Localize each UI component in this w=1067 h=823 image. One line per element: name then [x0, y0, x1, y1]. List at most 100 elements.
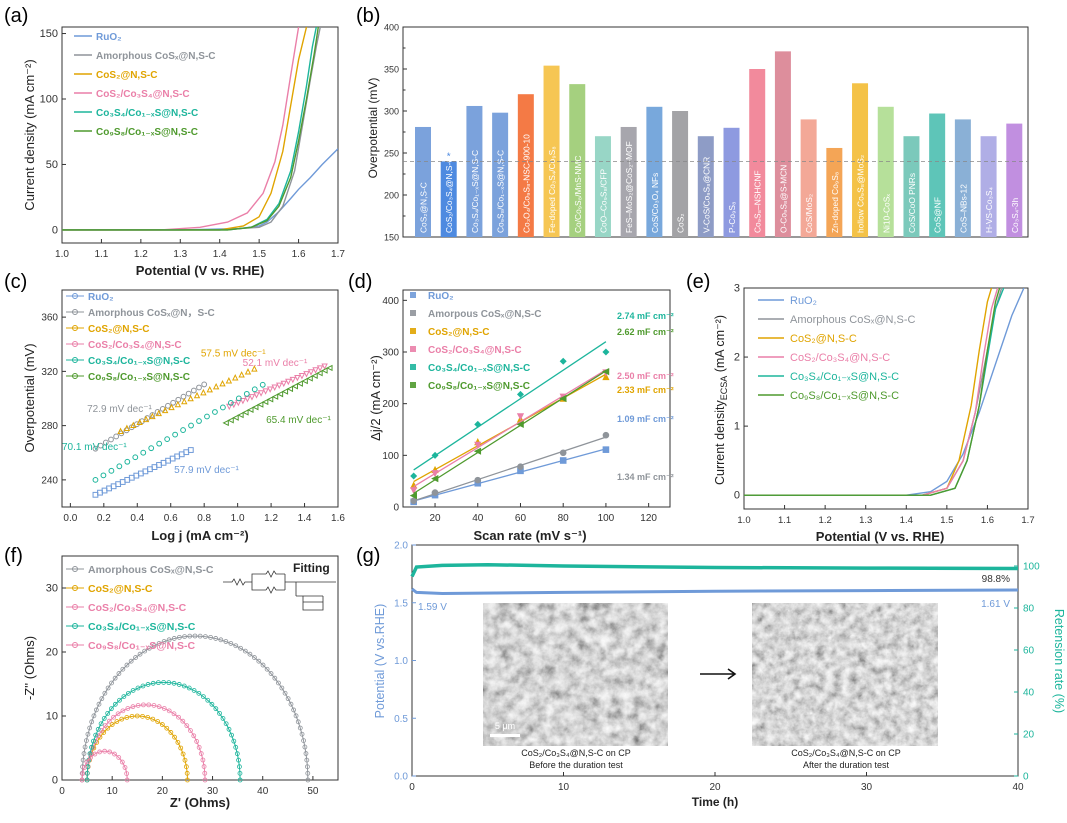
data-point [155, 409, 162, 417]
y-axis-title: -Z'' (Ohms) [22, 636, 37, 700]
data-point [237, 777, 243, 783]
data-point [178, 745, 184, 751]
bar-label: P-Co₉S₈ [727, 202, 737, 233]
data-point [187, 633, 193, 639]
bar-label: Co₃S₄-3h [1010, 197, 1020, 233]
x-tick-label: 0.2 [97, 513, 111, 524]
bar [877, 106, 894, 237]
data-point [84, 770, 90, 776]
bar-label: CoS₂ [676, 213, 686, 233]
data-point [243, 390, 250, 397]
y-tick-label: 30 [46, 583, 58, 595]
bar [826, 147, 843, 237]
data-point [225, 377, 233, 384]
data-point [200, 694, 206, 700]
capacitance-label: 2.50 mF cm⁻² [617, 371, 674, 381]
legend-label: Amorphous CoSₓ@N，S-C [88, 308, 215, 319]
data-point [301, 738, 306, 743]
legend-label: Co₃S₄/Co₁₋ₓS@N,S-C [88, 621, 196, 633]
data-point [559, 357, 567, 365]
y-tick-label: 400 [384, 23, 399, 33]
data-point [113, 433, 120, 440]
scale-bar [490, 734, 520, 737]
data-point [197, 633, 203, 639]
x-tick-label: 1.0 [231, 513, 245, 524]
data-point [266, 386, 274, 393]
data-point [108, 467, 115, 474]
data-point [148, 445, 155, 452]
data-point [213, 706, 219, 712]
y-tick-label: 400 [382, 296, 399, 307]
data-point [228, 641, 234, 646]
sem-caption-after-1: CoS₂/Co₃S₄@N,S-C on CP [791, 748, 901, 758]
legend-label: Amorpous CoSₓ@N,S-C [428, 309, 541, 320]
legend-label: Amorphous CoSₓ@N,S-C [96, 51, 216, 62]
y-tick-label: 300 [382, 348, 399, 359]
data-point [124, 777, 130, 783]
data-point [297, 725, 303, 731]
data-point [242, 648, 248, 654]
data-point [272, 675, 278, 681]
legend-marker [72, 604, 78, 610]
data-point [206, 385, 213, 393]
bar [517, 94, 534, 237]
data-point [321, 363, 328, 370]
bar [466, 105, 483, 238]
data-point [294, 374, 301, 382]
y-tick-label: 360 [41, 313, 58, 324]
data-point [159, 722, 165, 727]
bar [440, 161, 457, 237]
fit-arc [86, 682, 241, 781]
data-point [88, 755, 93, 760]
data-point [80, 771, 86, 776]
data-point [266, 396, 274, 403]
data-point [220, 404, 226, 411]
x-tick-label: 1.5 [940, 515, 953, 526]
data-point [602, 431, 610, 439]
data-point [119, 716, 125, 722]
bar [672, 111, 689, 237]
data-point [204, 413, 210, 420]
start-potential-label: 1.59 V [418, 602, 447, 613]
data-point [130, 688, 136, 693]
data-point [261, 398, 269, 406]
x-tick-label: 1.7 [331, 249, 345, 260]
capacitance-label: 2.33 mF cm⁻² [617, 385, 674, 395]
data-point [251, 386, 258, 393]
data-point [312, 367, 319, 374]
legend-marker [72, 373, 78, 379]
x-tick-label: 1.1 [778, 515, 791, 526]
data-point [251, 365, 258, 372]
legend-label: CoS₂@N,S-C [88, 583, 153, 595]
data-point [129, 713, 135, 719]
data-point [223, 639, 229, 644]
legend-label: RuO₂ [88, 292, 114, 303]
data-point [172, 431, 179, 438]
fit-arc [81, 750, 128, 781]
panel-letter-g: (g) [356, 545, 380, 567]
data-point [222, 419, 229, 427]
sem-image-before: 5 μm [483, 603, 668, 746]
data-point [223, 721, 229, 727]
data-point [410, 487, 418, 495]
data-point [146, 645, 152, 651]
data-point [102, 690, 108, 696]
x-tick-label: 1.2 [264, 513, 278, 524]
legend-marker [410, 328, 416, 334]
data-point [99, 696, 105, 702]
y-tick-label: 3 [734, 283, 740, 295]
data-point [133, 655, 138, 660]
sem-caption-before-2: Before the duration test [529, 760, 623, 770]
data-point [227, 417, 234, 424]
data-point [123, 424, 131, 431]
data-point [161, 639, 167, 644]
data-point [185, 390, 192, 397]
data-point [253, 392, 260, 399]
x-tick-label: 1.6 [292, 249, 306, 260]
y-tick-label: 0.5 [394, 714, 408, 725]
y-tick-label: 0 [52, 775, 58, 787]
data-point [191, 688, 197, 693]
data-point [121, 694, 127, 700]
x-axis-title: Potential (V vs. RHE) [816, 529, 945, 544]
data-point [219, 379, 226, 387]
